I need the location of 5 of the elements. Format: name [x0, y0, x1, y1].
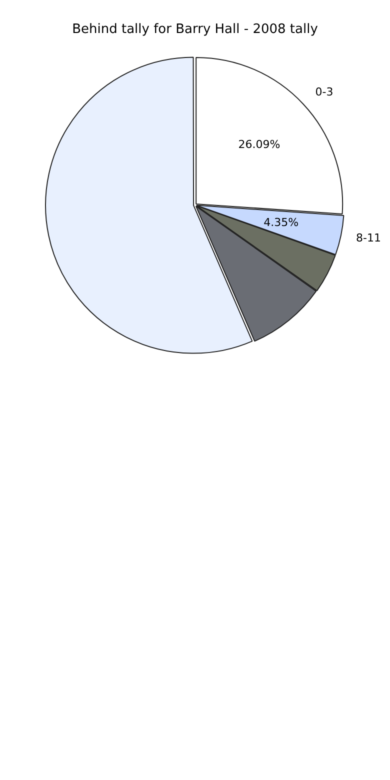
slice-label: 8-11 [356, 231, 382, 244]
data-label: 4.35% [264, 216, 299, 229]
slice-label: 0-3 [315, 86, 334, 99]
data-label: 26.09% [238, 138, 280, 151]
chart-title: Behind tally for Barry Hall - 2008 tally [71, 22, 319, 37]
